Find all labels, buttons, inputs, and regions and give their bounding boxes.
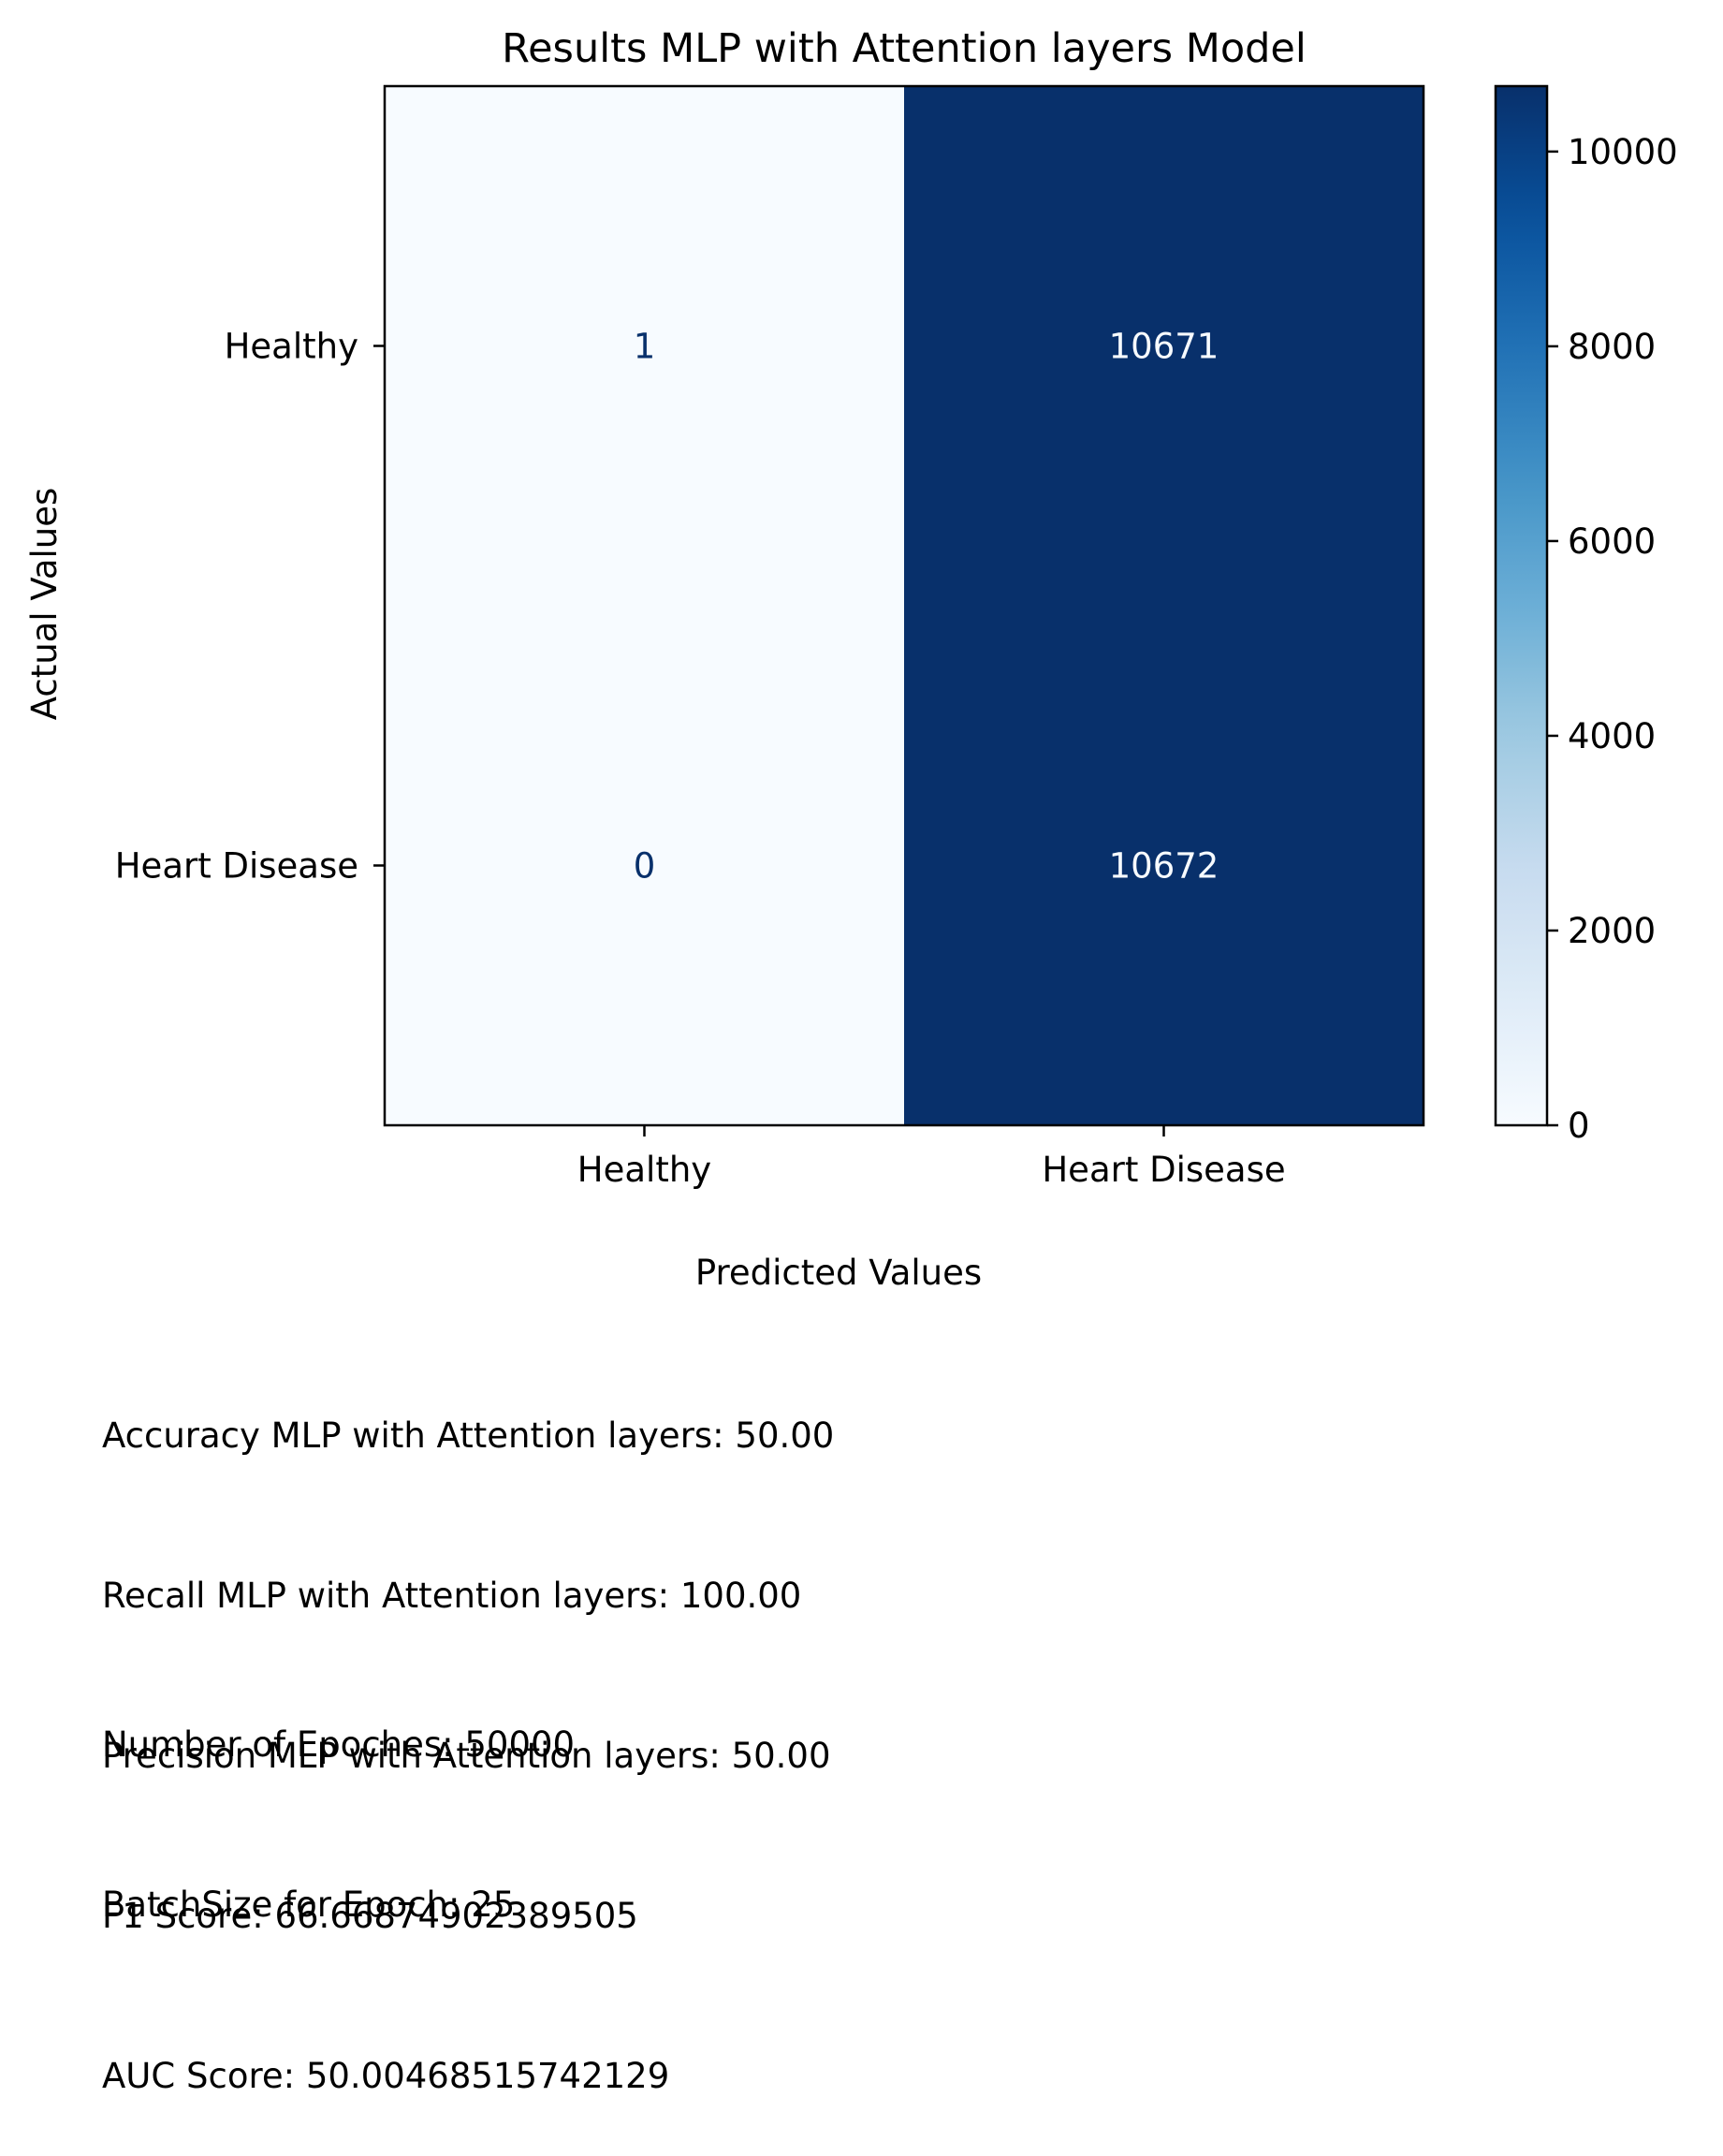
- colorbar-tick-label: 0: [1568, 1106, 1590, 1146]
- y-tick-label: Healthy: [225, 327, 358, 367]
- training-line: BatchSize for Epoch: 25: [102, 1885, 516, 1925]
- colorbar-tick-label: 4000: [1568, 716, 1656, 756]
- metric-line: Accuracy MLP with Attention layers: 50.0…: [102, 1415, 835, 1456]
- cell-value-label: 1: [634, 327, 656, 367]
- metric-line: AUC Score: 50.00468515742129: [102, 2056, 670, 2096]
- y-tick-label: Heart Disease: [115, 846, 358, 887]
- training-line: Number of Epoches: 50000: [102, 1724, 576, 1765]
- cell-value-label: 10672: [1109, 846, 1219, 887]
- x-tick-label: Healthy: [577, 1150, 711, 1190]
- colorbar-tick-label: 6000: [1568, 521, 1656, 562]
- colorbar-tick-label: 8000: [1568, 327, 1656, 367]
- colorbar-frame: [1494, 84, 1549, 1127]
- heatmap-cell: [385, 86, 904, 606]
- heatmap-cell: [904, 86, 1424, 606]
- cell-value-label: 0: [634, 846, 656, 887]
- x-axis-label: Predicted Values: [695, 1253, 982, 1293]
- heatmap-cell: [904, 606, 1424, 1125]
- metric-line: Recall MLP with Attention layers: 100.00: [102, 1576, 802, 1616]
- cell-value-label: 10671: [1109, 327, 1219, 367]
- confusion-matrix-figure: Results MLP with Attention layers Model 1…: [24, 25, 1678, 1293]
- colorbar-tick-label: 10000: [1568, 132, 1678, 172]
- x-tick-label: Heart Disease: [1042, 1150, 1285, 1190]
- training-block: Number of Epoches: 50000 BatchSize for E…: [102, 1611, 575, 1985]
- chart-title: Results MLP with Attention layers Model: [502, 25, 1307, 72]
- plot-frame: [383, 84, 1425, 1127]
- colorbar: [1496, 86, 1547, 1125]
- y-axis-label: Actual Values: [24, 488, 65, 721]
- colorbar-tick-label: 2000: [1568, 911, 1656, 951]
- heatmap-cell: [385, 606, 904, 1125]
